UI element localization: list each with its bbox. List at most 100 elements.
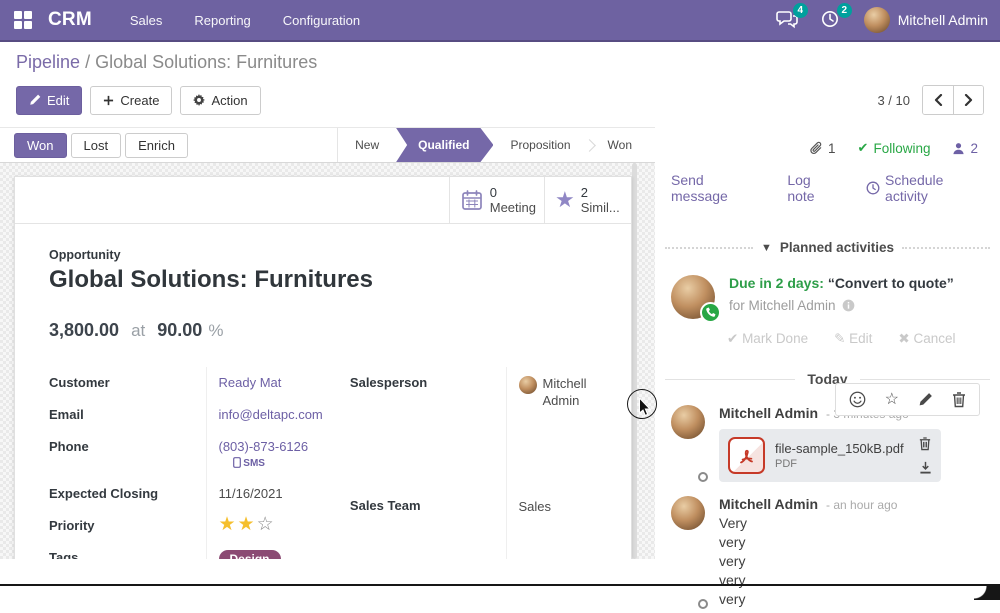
- enrich-button[interactable]: Enrich: [125, 132, 188, 158]
- mark-done-button[interactable]: ✔ Mark Done: [727, 331, 809, 346]
- sms-button[interactable]: SMS: [232, 457, 265, 469]
- schedule-activity-button[interactable]: Schedule activity: [866, 172, 986, 204]
- breadcrumb-current: Global Solutions: Furnitures: [95, 52, 318, 72]
- won-button[interactable]: Won: [14, 132, 67, 158]
- attachment-download-icon[interactable]: [919, 461, 932, 474]
- log-note-button[interactable]: Log note: [787, 172, 815, 204]
- message-body: Very very very very very: [719, 515, 748, 607]
- stage-qualified[interactable]: Qualified: [396, 128, 493, 162]
- stage-proposition[interactable]: Proposition: [510, 138, 571, 152]
- user-avatar: [863, 7, 890, 33]
- field-group-left: Customer Ready Mat Email info@deltapc.co…: [49, 367, 350, 559]
- window-corner: [974, 586, 1000, 600]
- activities-count-badge: 2: [836, 3, 852, 18]
- check-icon: ✔: [857, 140, 869, 155]
- activities-button[interactable]: 2: [820, 3, 852, 31]
- gear-icon: [193, 94, 206, 106]
- paperclip-icon: [810, 141, 823, 156]
- at-word: at: [131, 321, 146, 340]
- chevron-right-icon: [964, 94, 973, 106]
- following-button[interactable]: ✔ Following: [858, 140, 931, 156]
- meetings-label: Meeting: [489, 200, 536, 215]
- form-scrollbar[interactable]: [632, 163, 637, 559]
- planned-activities-header[interactable]: ▼ Planned activities: [665, 240, 990, 255]
- attachment-card[interactable]: file-sample_150kB.pdf PDF: [719, 429, 941, 482]
- delete-message-icon[interactable]: [952, 391, 966, 408]
- following-label: Following: [873, 140, 931, 156]
- stage-new[interactable]: New: [355, 138, 380, 152]
- followers-button[interactable]: 2: [952, 141, 978, 156]
- pdf-file-icon: [728, 437, 765, 474]
- pager-previous-button[interactable]: [923, 86, 953, 114]
- menu-reporting[interactable]: Reporting: [194, 12, 251, 28]
- record-pager-count: 3 / 10: [877, 92, 910, 108]
- priority-stars[interactable]: ★★☆: [218, 514, 276, 535]
- edit-message-icon[interactable]: [918, 392, 933, 407]
- phone-label: Phone: [49, 439, 89, 454]
- activity-clock-icon: [820, 9, 844, 29]
- attachments-button[interactable]: 1: [810, 141, 836, 156]
- record-type-label: Opportunity: [49, 248, 121, 262]
- dotted-divider: [665, 246, 754, 249]
- salesperson-label: Salesperson: [349, 375, 428, 390]
- messages-button[interactable]: 4: [775, 3, 808, 31]
- stage-won[interactable]: Won: [607, 138, 632, 152]
- star-outline-icon[interactable]: ☆: [884, 390, 899, 408]
- lost-button[interactable]: Lost: [70, 132, 122, 158]
- menu-sales[interactable]: Sales: [129, 12, 163, 28]
- sales-team-label: Sales Team: [349, 497, 421, 513]
- user-name: Mitchell Admin: [897, 12, 988, 28]
- expected-closing-value: 11/16/2021: [218, 486, 283, 501]
- email-label: Email: [49, 407, 84, 422]
- salesperson-avatar: [518, 376, 537, 394]
- similar-leads-stat-button[interactable]: ★ 2 Simil...: [544, 177, 631, 223]
- add-reaction-icon[interactable]: [849, 391, 866, 408]
- pencil-icon: [29, 94, 41, 106]
- caret-down-icon: ▼: [761, 241, 772, 254]
- field-group-right: Salesperson Mitchell Admin Sales Team: [350, 367, 601, 559]
- breadcrumb-pipeline-link[interactable]: Pipeline: [16, 52, 81, 72]
- action-button[interactable]: Action: [180, 85, 261, 115]
- activity-edit-button[interactable]: ✎ Edit: [834, 331, 873, 346]
- star-icon: ★: [555, 187, 575, 212]
- phone-activity-badge-icon: [700, 302, 721, 323]
- message-author[interactable]: Mitchell Admin: [719, 405, 819, 421]
- message-author[interactable]: Mitchell Admin: [719, 496, 819, 512]
- attachment-filetype: PDF: [775, 458, 797, 470]
- menu-configuration[interactable]: Configuration: [282, 12, 361, 28]
- attachment-filename[interactable]: file-sample_150kB.pdf: [775, 441, 904, 456]
- app-title[interactable]: CRM: [48, 9, 92, 30]
- info-icon[interactable]: [842, 299, 855, 312]
- opportunity-title: Global Solutions: Furnitures: [49, 266, 373, 293]
- person-icon: [952, 142, 965, 155]
- message-hover-toolbar: ☆: [834, 383, 980, 416]
- user-menu[interactable]: Mitchell Admin: [863, 7, 988, 33]
- statusbar: Won Lost Enrich New Qualified Propositio…: [0, 127, 655, 163]
- sales-team-value[interactable]: Sales: [518, 498, 552, 514]
- tag-design[interactable]: Design: [218, 550, 281, 559]
- edit-button[interactable]: Edit: [16, 85, 83, 115]
- expected-revenue-value: 3,800.00: [49, 320, 120, 340]
- probability-value: 90.00: [157, 320, 203, 340]
- attachment-delete-icon[interactable]: [919, 437, 932, 451]
- messages-count-badge: 4: [792, 3, 808, 18]
- salesperson-value[interactable]: Mitchell Admin: [542, 376, 587, 408]
- activity-summary: “Convert to quote”: [827, 275, 954, 291]
- activity-due-text: Due in 2 days:: [729, 275, 824, 291]
- send-message-button[interactable]: Send message: [671, 172, 728, 204]
- pager-next-button[interactable]: [953, 86, 983, 114]
- message-item: ☆ Mitchell Admin - 3 minutes ago: [655, 383, 1000, 486]
- email-value[interactable]: info@deltapc.com: [218, 407, 323, 422]
- phone-value[interactable]: (803)-873-6126: [218, 439, 309, 454]
- planned-activity-item: Due in 2 days: “Convert to quote” for Mi…: [655, 261, 1000, 323]
- create-button[interactable]: Create: [90, 85, 173, 115]
- percent-sign: %: [208, 321, 224, 340]
- mouse-cursor: [637, 398, 653, 418]
- chatter-panel: 1 ✔ Following 2 Send message Log note Sc…: [655, 127, 1000, 609]
- meetings-stat-button[interactable]: 0 Meeting: [448, 177, 544, 223]
- customer-value[interactable]: Ready Mat: [218, 375, 282, 390]
- message-author-avatar: [671, 496, 705, 530]
- apps-menu-icon[interactable]: [14, 11, 32, 29]
- activity-cancel-button[interactable]: ✖ Cancel: [898, 331, 956, 346]
- top-navbar: CRM Sales Reporting Configuration 4 2 Mi…: [0, 0, 1000, 42]
